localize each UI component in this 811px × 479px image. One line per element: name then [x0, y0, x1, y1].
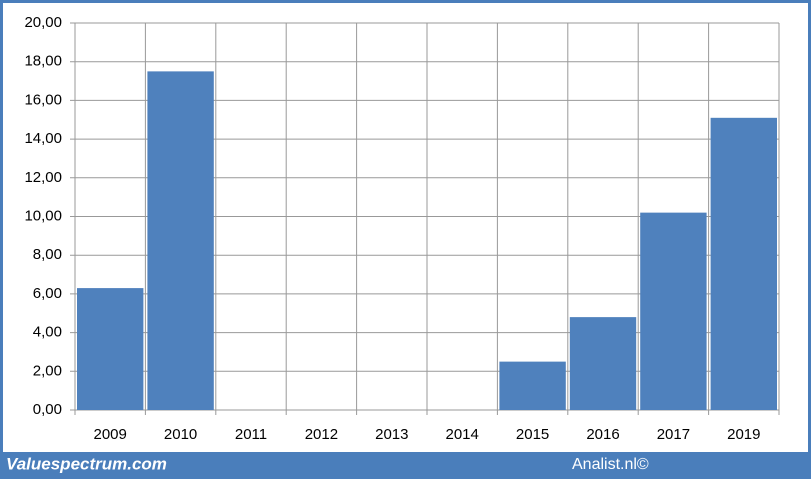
footer-right: Analist.nl© [572, 456, 649, 473]
x-tick-label: 2014 [446, 426, 479, 443]
x-tick-label: 2019 [727, 426, 760, 443]
x-tick-label: 2011 [235, 426, 267, 443]
bar [640, 212, 707, 410]
y-tick-label: 18,00 [24, 53, 62, 70]
y-tick-label: 16,00 [24, 91, 62, 108]
y-tick-label: 2,00 [33, 362, 62, 379]
y-tick-label: 12,00 [24, 169, 62, 186]
x-tick-label: 2009 [94, 426, 127, 443]
y-tick-label: 14,00 [24, 130, 62, 147]
x-tick-label: 2016 [586, 426, 619, 443]
y-tick-label: 0,00 [33, 401, 62, 418]
bar [710, 117, 777, 410]
x-tick-label: 2013 [375, 426, 408, 443]
y-tick-label: 6,00 [33, 285, 62, 302]
y-tick-label: 4,00 [33, 324, 62, 341]
x-tick-label: 2017 [657, 426, 690, 443]
bar [569, 317, 637, 410]
bar [77, 288, 144, 410]
x-tick-label: 2010 [164, 426, 197, 443]
y-tick-label: 8,00 [33, 246, 62, 263]
y-tick-label: 20,00 [24, 14, 62, 31]
bar [147, 71, 214, 410]
x-tick-label: 2012 [305, 426, 338, 443]
x-tick-label: 2015 [516, 426, 549, 443]
footer-left: Valuespectrum.com [6, 454, 167, 473]
bar [499, 361, 566, 410]
y-tick-label: 10,00 [24, 207, 62, 224]
